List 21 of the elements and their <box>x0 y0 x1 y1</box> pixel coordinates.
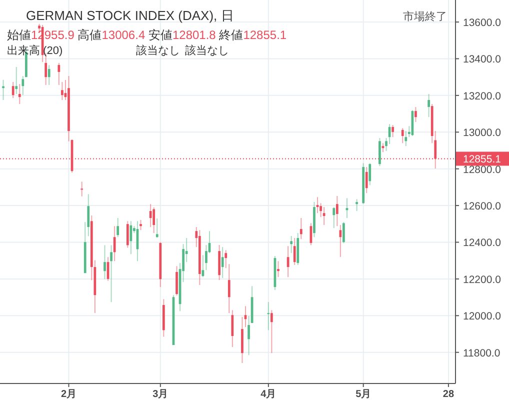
x-tick-label: 3月 <box>152 389 168 400</box>
text: 該当なし <box>185 45 229 57</box>
y-tick-label: 13400.0 <box>463 54 502 66</box>
x-tick-label: 2月 <box>60 389 77 400</box>
chart-title: GERMAN STOCK INDEX (DAX), 日 <box>26 8 234 23</box>
x-tick-label: 28 <box>442 389 454 400</box>
y-tick-label: 12800.0 <box>463 164 502 176</box>
y-tick-label: 11800.0 <box>463 347 500 360</box>
y-tick-label: 12000.0 <box>463 310 502 323</box>
y-tick-label: 12600.0 <box>463 200 502 213</box>
y-tick-label: 12200.0 <box>463 274 502 286</box>
x-tick-label: 4月 <box>260 389 276 400</box>
y-tick-label: 13200.0 <box>463 90 502 102</box>
text: 出来高 (20) <box>7 45 63 57</box>
y-tick-label: 13600.0 <box>463 17 502 30</box>
x-tick-label: 5月 <box>356 389 372 400</box>
text: 市場終了 <box>403 11 447 23</box>
y-tick-label: 13000.0 <box>463 127 502 140</box>
ref-line-label: 12855.1 <box>463 154 502 166</box>
y-tick-label: 12400.0 <box>463 237 502 250</box>
text: 該当なし <box>136 45 180 57</box>
